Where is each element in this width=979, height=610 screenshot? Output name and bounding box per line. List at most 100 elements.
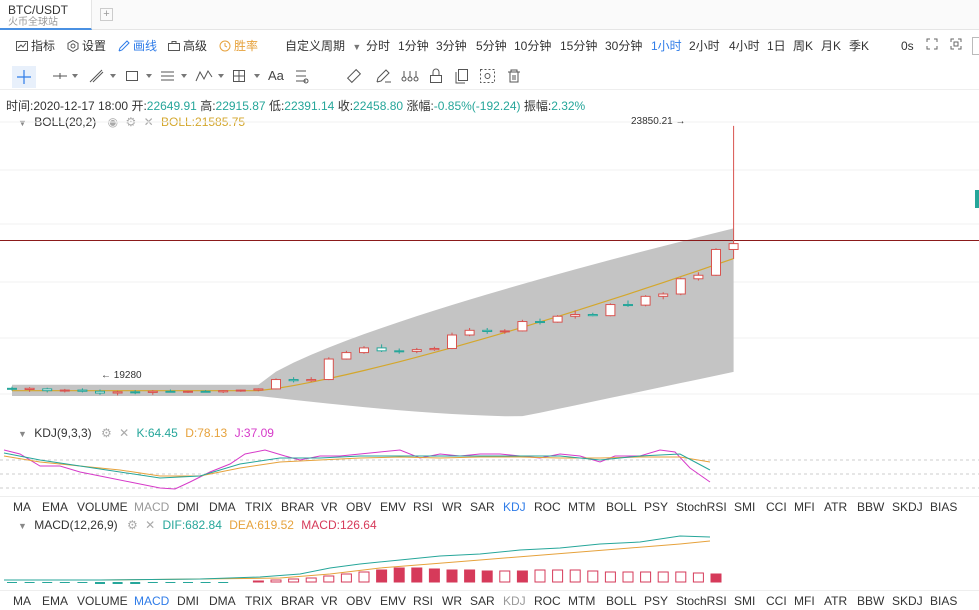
collapse-chevron-icon[interactable]: ▼ [18,118,27,128]
indicator-tab-vr[interactable]: VR [321,500,338,514]
indicator-tab-obv[interactable]: OBV [346,594,372,608]
candle-body[interactable] [95,390,105,394]
indicator-tab-ma[interactable]: MA [13,594,31,608]
period-12[interactable]: 月K [821,39,842,53]
draw-line-button[interactable]: 画线 [118,38,157,54]
grid-tool-icon[interactable] [232,68,262,84]
indicator-tab-emv[interactable]: EMV [380,500,407,514]
screenshot-icon[interactable] [950,38,962,54]
candle-body[interactable] [306,379,317,382]
period-6[interactable]: 30分钟 [605,39,643,53]
indicator-tab-volume[interactable]: VOLUME [77,500,128,514]
candle-body[interactable] [218,390,229,393]
candle-body[interactable] [376,347,387,352]
candle-body[interactable] [728,243,739,250]
indicator-tab-brar[interactable]: BRAR [281,500,315,514]
indicator-tab-skdj[interactable]: SKDJ [892,500,923,514]
candle-body[interactable] [640,295,651,306]
indicators-button[interactable]: 指标 [16,38,55,54]
macd-chart[interactable] [0,534,979,584]
ruler-icon[interactable] [346,68,362,84]
period-4[interactable]: 10分钟 [514,39,552,53]
period-7[interactable]: 1小时 [651,39,682,53]
indicator-tab-sar[interactable]: SAR [470,500,495,514]
period-2[interactable]: 3分钟 [436,39,467,53]
candle-body[interactable] [253,388,264,391]
candle-body[interactable] [77,389,88,392]
candle-body[interactable] [59,389,70,392]
trend-line-tool-icon[interactable] [88,68,116,84]
candle-body[interactable] [411,349,422,352]
candle-body[interactable] [552,315,563,323]
candle-body[interactable] [183,390,193,393]
trash-icon[interactable] [506,68,522,84]
candle-body[interactable] [112,391,123,394]
text-tool-icon[interactable]: Aa [268,68,284,83]
indicator-tab-rsi[interactable]: RSI [413,500,434,514]
candle-body[interactable] [605,304,616,317]
indicator-tab-obv[interactable]: OBV [346,500,372,514]
candle-body[interactable] [130,391,141,394]
indicator-tab-vr[interactable]: VR [321,594,338,608]
win-rate-button[interactable]: 胜率 [219,38,258,54]
indicator-tab-roc[interactable]: ROC [534,500,561,514]
indicator-tab-macd[interactable]: MACD [134,500,170,514]
advanced-button[interactable]: 高级 [168,38,207,54]
indicator-tab-smi[interactable]: SMI [734,500,756,514]
indicator-tab-atr[interactable]: ATR [824,594,848,608]
period-10[interactable]: 1日 [767,39,786,53]
candle-body[interactable] [482,329,493,332]
collapse-panel-button[interactable] [972,37,979,55]
candle-body[interactable] [535,321,545,324]
indicator-tab-atr[interactable]: ATR [824,500,848,514]
symbol-tab[interactable]: BTC/USDT 火币全球站 [0,0,92,30]
candle-body[interactable] [623,304,633,307]
candle-body[interactable] [517,321,528,332]
indicator-tab-kdj[interactable]: KDJ [503,594,526,608]
indicator-tab-roc[interactable]: ROC [534,594,561,608]
indicator-tab-psy[interactable]: PSY [644,500,669,514]
candle-body[interactable] [693,274,704,280]
indicator-tab-stochrsi[interactable]: StochRSI [676,594,727,608]
candle-body[interactable] [165,390,176,393]
indicator-tab-smi[interactable]: SMI [734,594,756,608]
indicator-tab-mtm[interactable]: MTM [568,594,596,608]
add-tab-button[interactable]: + [100,8,113,21]
lock-icon[interactable] [428,68,444,84]
indicator-tab-bbw[interactable]: BBW [857,500,885,514]
indicator-tab-sar[interactable]: SAR [470,594,495,608]
candle-body[interactable] [447,334,457,349]
rectangle-tool-icon[interactable] [125,68,153,84]
indicator-tab-dma[interactable]: DMA [209,594,236,608]
indicator-tab-bbw[interactable]: BBW [857,594,885,608]
link-icon[interactable] [401,68,419,84]
candle-body[interactable] [24,387,35,390]
indicator-tab-cci[interactable]: CCI [766,594,787,608]
indicator-tab-bias[interactable]: BIAS [930,594,958,608]
magnet-icon[interactable] [293,68,309,84]
period-9[interactable]: 4小时 [729,39,760,53]
indicator-tab-trix[interactable]: TRIX [245,500,273,514]
collapse-chevron-icon[interactable]: ▼ [18,521,27,531]
indicator-tab-ma[interactable]: MA [13,500,31,514]
indicator-tab-emv[interactable]: EMV [380,594,407,608]
indicator-tab-mfi[interactable]: MFI [794,500,815,514]
candle-body[interactable] [587,314,598,317]
candle-body[interactable] [341,352,352,360]
indicator-tab-dmi[interactable]: DMI [177,594,199,608]
period-0[interactable]: 分时 [366,39,391,53]
copy-icon[interactable] [454,68,470,84]
settings-button[interactable]: 设置 [67,38,106,54]
candle-body[interactable] [711,248,721,276]
indicator-tab-ema[interactable]: EMA [42,594,69,608]
gear-icon[interactable]: ⚙ [126,518,138,532]
indicator-tab-mfi[interactable]: MFI [794,594,815,608]
indicator-tab-brar[interactable]: BRAR [281,594,315,608]
collapse-chevron-icon[interactable]: ▼ [18,429,27,439]
pen-icon[interactable] [375,68,393,84]
indicator-tab-boll[interactable]: BOLL [606,594,637,608]
crosshair-tool[interactable] [12,66,36,88]
indicator-tab-rsi[interactable]: RSI [413,594,434,608]
candle-body[interactable] [675,278,686,295]
indicator-tab-dmi[interactable]: DMI [177,500,199,514]
